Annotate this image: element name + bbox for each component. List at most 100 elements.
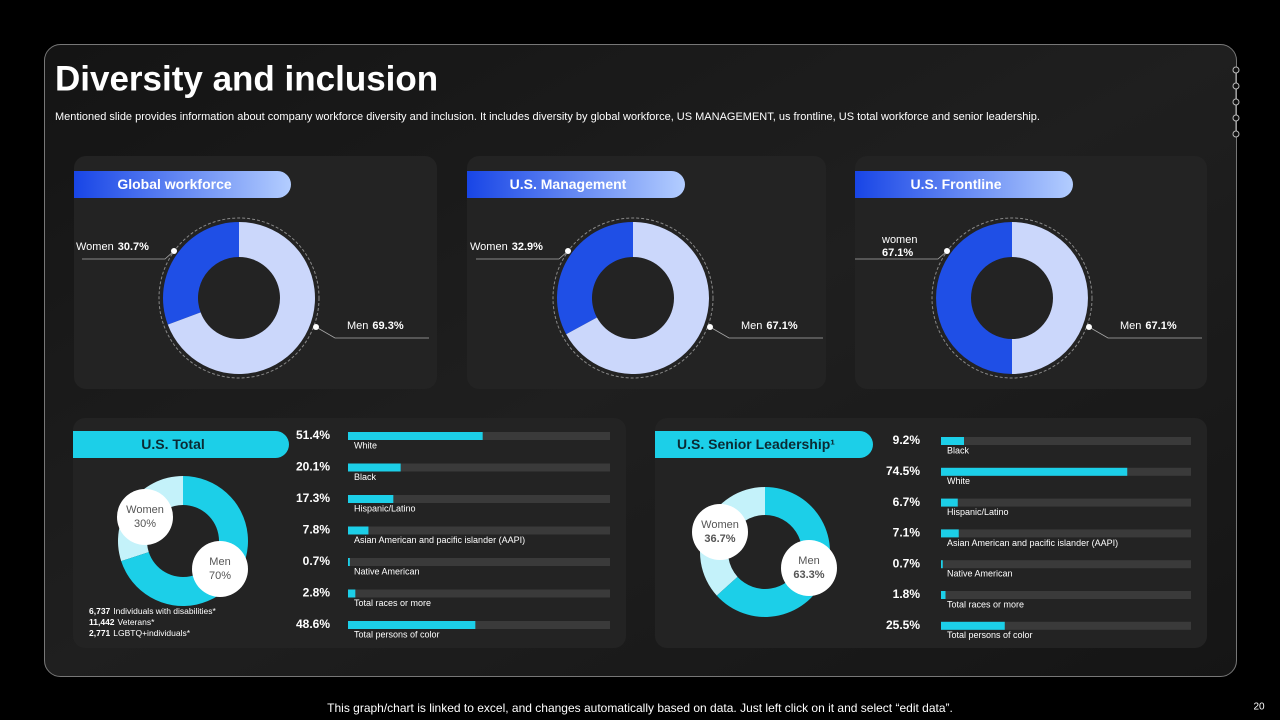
bar-track xyxy=(941,560,1191,569)
men-label: Men 67.1% xyxy=(1120,320,1177,332)
data-label: 48.6% xyxy=(296,617,330,631)
bar xyxy=(941,498,958,507)
note-text: Individuals with disabilities* xyxy=(113,606,216,616)
legend-label: Women xyxy=(470,241,508,253)
panel-header xyxy=(73,431,289,458)
footer: This graph/chart is linked to excel, and… xyxy=(327,701,953,715)
bar xyxy=(941,437,964,445)
bar-category: White xyxy=(947,476,970,486)
bar xyxy=(348,621,476,629)
data-label: 36.7% xyxy=(704,533,735,545)
note: 11,442 Veterans* xyxy=(89,617,155,627)
panel-header xyxy=(655,431,874,458)
bar xyxy=(348,589,356,598)
data-label: 67.1% xyxy=(882,247,913,259)
bar xyxy=(348,495,394,503)
data-label: 0.7% xyxy=(893,556,921,570)
data-label: 63.3% xyxy=(793,569,824,581)
bar xyxy=(941,591,946,599)
data-label: 17.3% xyxy=(296,491,330,505)
legend-label: Women xyxy=(76,241,114,253)
donut-outline xyxy=(158,217,320,379)
bar-category: Asian American and pacific islander (AAP… xyxy=(354,535,525,545)
panel xyxy=(855,156,1207,389)
legend-label: women xyxy=(881,234,917,246)
data-label: 67.1% xyxy=(766,320,797,332)
page-number: 20 xyxy=(1253,702,1265,713)
label-bubble xyxy=(781,540,837,596)
data-label: 6.7% xyxy=(893,495,921,509)
bar xyxy=(348,463,401,472)
bar-track xyxy=(348,558,610,566)
leader-line xyxy=(1088,326,1202,339)
legend-label: Women xyxy=(126,504,164,516)
data-label: 0.7% xyxy=(303,554,331,568)
donut-segment xyxy=(167,222,315,374)
women-label: Women 30.7% xyxy=(76,241,149,253)
legend-label: Men xyxy=(209,556,230,568)
donut-segment xyxy=(557,222,633,335)
bar-track xyxy=(348,526,610,535)
note-text: LGBTQ+individuals* xyxy=(113,628,190,638)
label-bubble xyxy=(117,489,173,545)
panel-header xyxy=(467,171,685,198)
bar-category: Native American xyxy=(947,569,1013,579)
bar-category: Hispanic/Latino xyxy=(947,507,1009,517)
donut-segment xyxy=(163,222,239,325)
bar-category: Total races or more xyxy=(354,598,431,608)
slide-title: Diversity and inclusion xyxy=(55,59,438,98)
bar-category: Total persons of color xyxy=(354,629,440,639)
panel-title: U.S. Frontline xyxy=(911,176,1002,192)
legend-label: Women xyxy=(701,519,739,531)
leader-dot xyxy=(565,248,571,254)
bar xyxy=(941,621,1005,630)
data-label: 30% xyxy=(134,518,156,530)
bar xyxy=(348,432,483,440)
donut-outline xyxy=(931,217,1093,379)
legend-label: Men xyxy=(347,320,368,332)
note-count: 11,442 xyxy=(89,617,115,627)
bar-category: Total persons of color xyxy=(947,630,1033,640)
panel-header xyxy=(855,171,1073,198)
bar-track xyxy=(941,591,1191,599)
data-label: 74.5% xyxy=(886,464,920,478)
bar-track xyxy=(941,529,1191,538)
data-label: 7.8% xyxy=(303,523,331,537)
leader-line xyxy=(855,250,948,260)
bar-category: Native American xyxy=(354,566,420,576)
leader-dot xyxy=(944,248,950,254)
bar-category: Asian American and pacific islander (AAP… xyxy=(947,538,1118,548)
bar-track xyxy=(348,621,610,629)
panel xyxy=(74,156,437,389)
donut-segment xyxy=(566,222,709,374)
legend-label: Men xyxy=(798,555,819,567)
note-count: 2,771 xyxy=(89,628,111,638)
bar xyxy=(348,526,369,535)
donut-outline xyxy=(552,217,714,379)
bar-track xyxy=(941,437,1191,445)
bar xyxy=(941,529,959,538)
leader-line xyxy=(476,250,569,260)
data-label: 25.5% xyxy=(886,618,920,632)
leader-dot xyxy=(1086,324,1092,330)
bar-category: Hispanic/Latino xyxy=(354,503,416,513)
data-label: 51.4% xyxy=(296,428,330,442)
panel-title: Global workforce xyxy=(117,176,232,192)
bar xyxy=(348,558,350,566)
data-label: 30.7% xyxy=(118,241,149,253)
bar-track xyxy=(941,498,1191,507)
bar-category: Total races or more xyxy=(947,599,1024,609)
leader-line xyxy=(315,326,429,339)
donut-segment xyxy=(1012,222,1088,374)
data-label: 67.1% xyxy=(1145,320,1176,332)
note-count: 6,737 xyxy=(89,606,111,616)
bar-track xyxy=(941,621,1191,630)
data-label: 20.1% xyxy=(296,460,330,474)
bar-track xyxy=(348,495,610,503)
data-label: 1.8% xyxy=(893,587,921,601)
leader-line xyxy=(82,250,175,260)
bar xyxy=(941,560,943,569)
bar-category: White xyxy=(354,440,377,450)
decor-dots xyxy=(1232,66,1240,138)
data-label: 2.8% xyxy=(303,586,331,600)
